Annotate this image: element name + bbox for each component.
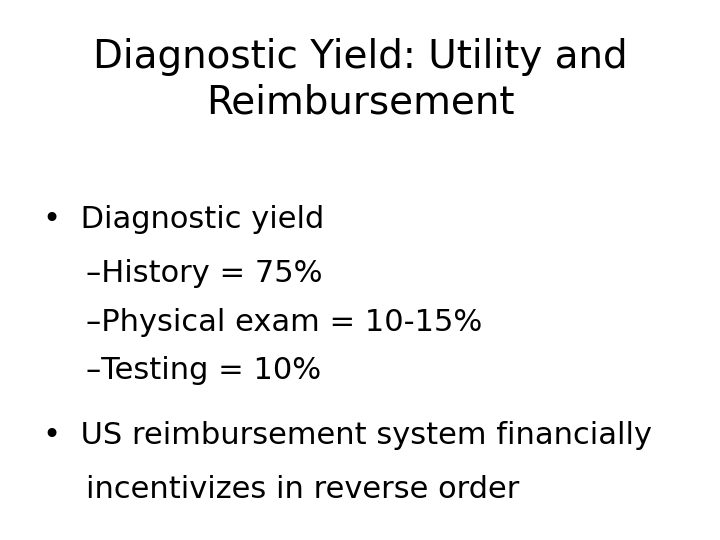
Text: –History = 75%: –History = 75% xyxy=(86,259,323,288)
Text: •  Diagnostic yield: • Diagnostic yield xyxy=(43,205,325,234)
Text: –Physical exam = 10-15%: –Physical exam = 10-15% xyxy=(86,308,482,337)
Text: incentivizes in reverse order: incentivizes in reverse order xyxy=(86,475,520,504)
Text: –Testing = 10%: –Testing = 10% xyxy=(86,356,322,386)
Text: •  US reimbursement system financially: • US reimbursement system financially xyxy=(43,421,652,450)
Text: Diagnostic Yield: Utility and
Reimbursement: Diagnostic Yield: Utility and Reimbursem… xyxy=(93,38,627,122)
